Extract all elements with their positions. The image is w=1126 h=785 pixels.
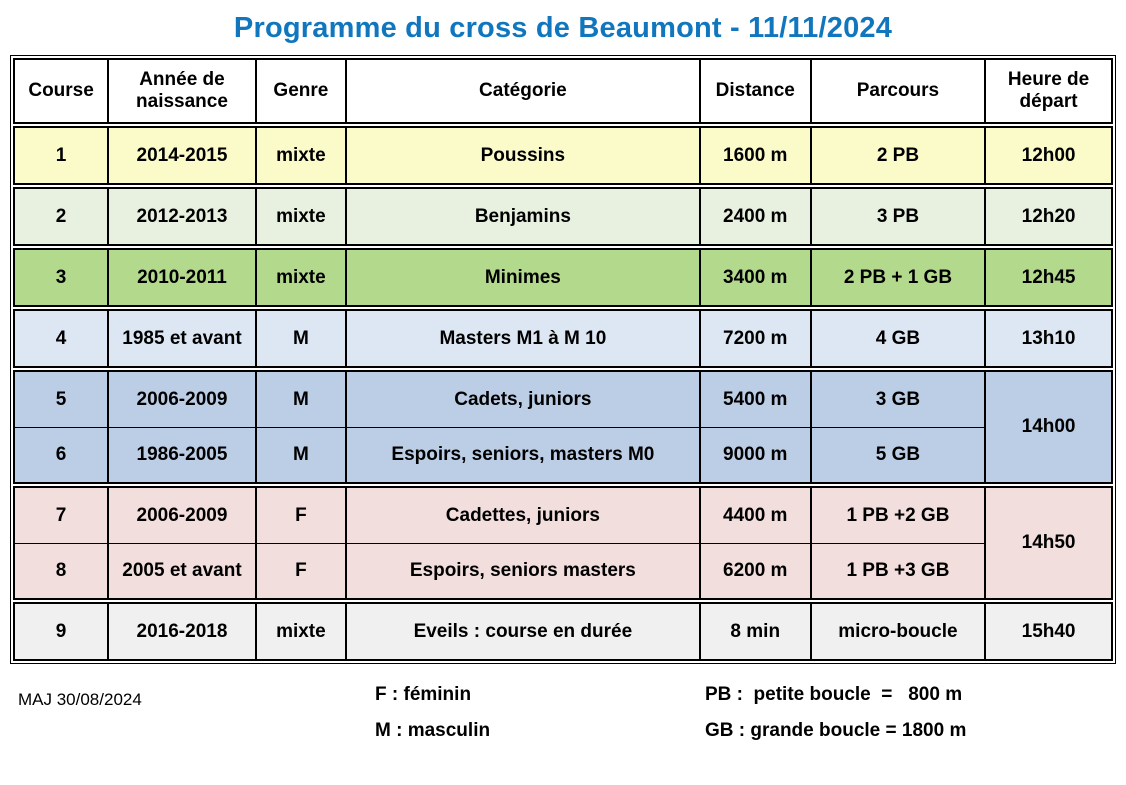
heure-cell: 15h40	[984, 604, 1111, 659]
parcours-cell: 2 PB	[809, 128, 984, 183]
parcours-cell: 1 PB +2 GB	[809, 488, 984, 543]
annee-cell: 2012-2013	[107, 189, 255, 244]
genre-cell: M	[254, 372, 345, 427]
distance-cell: 2400 m	[698, 189, 810, 244]
parcours-cell: 5 GB	[809, 427, 985, 482]
categorie-cell: Cadettes, juniors	[344, 488, 699, 543]
genre-cell: mixte	[254, 189, 345, 244]
annee-cell: 1985 et avant	[107, 311, 255, 366]
distance-cell: 5400 m	[698, 372, 810, 427]
categorie-cell: Masters M1 à M 10	[344, 311, 699, 366]
table-row-group: 14h50 7 2006-2009 F Cadettes, juniors 44…	[13, 486, 1113, 600]
genre-cell: F	[254, 488, 345, 543]
course-cell: 2	[55, 205, 67, 227]
program-table: Course Année de naissance Genre Catégori…	[10, 55, 1116, 664]
legend-masculin: M : masculin	[375, 720, 491, 741]
header-cell-heure: Heure de départ	[984, 60, 1111, 122]
course-cell: 1	[55, 144, 67, 166]
header-cell-categorie: Catégorie	[344, 60, 699, 122]
parcours-cell: 3 PB	[809, 189, 984, 244]
annee-cell: 2005 et avant	[107, 543, 255, 598]
categorie-cell: Espoirs, seniors, masters M0	[344, 427, 699, 482]
annee-cell: 2014-2015	[107, 128, 255, 183]
legend-petite-boucle: PB : petite boucle = 800 m	[705, 684, 963, 705]
table-header-row: Course Année de naissance Genre Catégori…	[13, 58, 1113, 124]
table-row: 2 2012-2013 mixte Benjamins 2400 m 3 PB …	[13, 187, 1113, 246]
course-cell: 7	[55, 504, 67, 526]
heure-cell: 12h00	[984, 128, 1111, 183]
table-row: 9 2016-2018 mixte Eveils : course en dur…	[13, 602, 1113, 661]
annee-cell: 1986-2005	[107, 427, 255, 482]
legend-feminin: F : féminin	[375, 684, 472, 705]
distance-cell: 6200 m	[698, 543, 810, 598]
genre-cell: F	[254, 543, 345, 598]
heure-cell-merged: 14h00	[984, 372, 1111, 482]
distance-cell: 7200 m	[698, 311, 810, 366]
distance-cell: 9000 m	[698, 427, 810, 482]
parcours-cell: 3 GB	[809, 372, 984, 427]
parcours-cell: micro-boucle	[809, 604, 984, 659]
header-cell-course: Course	[15, 60, 108, 122]
table-row: 1 2014-2015 mixte Poussins 1600 m 2 PB 1…	[13, 126, 1113, 185]
table-row: 3 2010-2011 mixte Minimes 3400 m 2 PB + …	[13, 248, 1113, 307]
annee-cell: 2016-2018	[107, 604, 255, 659]
course-cell: 3	[55, 266, 67, 288]
heure-cell: 13h10	[984, 311, 1111, 366]
parcours-cell: 2 PB + 1 GB	[809, 250, 984, 305]
categorie-cell: Benjamins	[344, 189, 699, 244]
categorie-cell: Minimes	[344, 250, 699, 305]
table-row-group: 14h00 5 2006-2009 M Cadets, juniors 5400…	[13, 370, 1113, 484]
last-updated-text: MAJ 30/08/2024	[18, 690, 142, 709]
distance-cell: 8 min	[698, 604, 810, 659]
genre-legend: F : féminin M : masculin	[375, 684, 705, 756]
heure-cell-merged: 14h50	[984, 488, 1111, 598]
annee-cell: 2010-2011	[107, 250, 255, 305]
course-cell: 8	[15, 543, 108, 598]
course-cell: 4	[55, 327, 67, 349]
course-cell: 5	[55, 388, 67, 410]
genre-cell: M	[254, 427, 345, 482]
genre-cell: mixte	[254, 128, 345, 183]
categorie-cell: Cadets, juniors	[344, 372, 699, 427]
parcours-legend: PB : petite boucle = 800 m GB : grande b…	[705, 684, 966, 756]
header-cell-annee: Année de naissance	[107, 60, 255, 122]
annee-cell: 2006-2009	[107, 372, 255, 427]
distance-cell: 4400 m	[698, 488, 810, 543]
header-cell-distance: Distance	[698, 60, 810, 122]
footer: MAJ 30/08/2024 F : féminin M : masculin …	[0, 664, 1126, 756]
legend-grande-boucle: GB : grande boucle = 1800 m	[705, 720, 967, 741]
categorie-cell: Eveils : course en durée	[344, 604, 699, 659]
page-title: Programme du cross de Beaumont - 11/11/2…	[233, 12, 893, 44]
genre-cell: mixte	[254, 250, 345, 305]
header-cell-genre: Genre	[254, 60, 345, 122]
annee-cell: 2006-2009	[107, 488, 255, 543]
course-cell: 9	[55, 620, 67, 642]
genre-cell: M	[254, 311, 345, 366]
heure-cell: 12h20	[984, 189, 1111, 244]
categorie-cell: Espoirs, seniors masters	[344, 543, 699, 598]
categorie-cell: Poussins	[344, 128, 699, 183]
parcours-cell: 1 PB +3 GB	[809, 543, 985, 598]
distance-cell: 3400 m	[698, 250, 810, 305]
distance-cell: 1600 m	[698, 128, 810, 183]
table-row: 4 1985 et avant M Masters M1 à M 10 7200…	[13, 309, 1113, 368]
course-cell: 6	[15, 427, 108, 482]
heure-cell: 12h45	[984, 250, 1111, 305]
genre-cell: mixte	[254, 604, 345, 659]
header-cell-parcours: Parcours	[809, 60, 985, 122]
parcours-cell: 4 GB	[809, 311, 984, 366]
